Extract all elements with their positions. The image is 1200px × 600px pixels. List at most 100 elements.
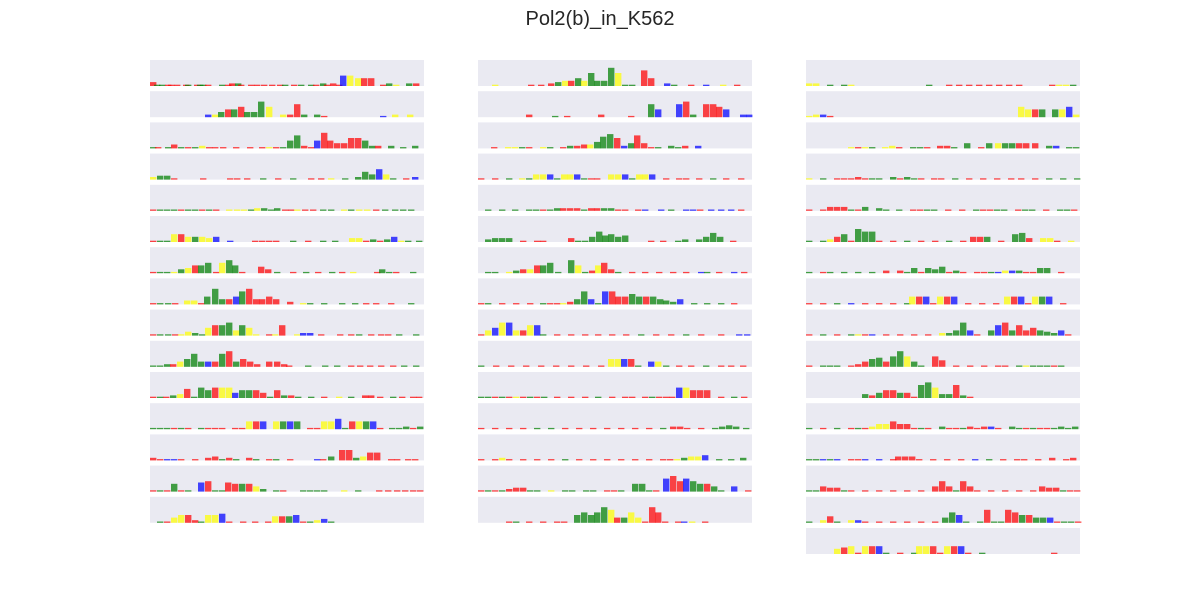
bar — [286, 516, 293, 523]
bar — [157, 459, 164, 461]
bar — [1025, 109, 1032, 118]
bar — [568, 365, 575, 367]
bar — [698, 427, 705, 430]
bar — [1058, 365, 1065, 367]
bar — [1070, 84, 1077, 86]
bar — [329, 271, 336, 274]
bar — [718, 303, 725, 305]
bar — [1032, 143, 1039, 149]
bar — [368, 334, 375, 336]
bar — [590, 459, 597, 461]
bar — [275, 178, 282, 180]
bar — [185, 331, 192, 336]
bar — [744, 334, 751, 336]
bar — [307, 521, 314, 523]
bar — [827, 271, 834, 274]
bar — [157, 365, 164, 367]
bar — [741, 396, 748, 398]
bar — [731, 271, 738, 274]
bar — [300, 333, 307, 336]
bar — [896, 209, 903, 211]
bar — [683, 271, 690, 274]
bar — [277, 84, 284, 86]
bar — [649, 507, 656, 523]
bar — [567, 145, 574, 149]
bar — [974, 490, 981, 492]
bar — [513, 303, 520, 305]
bar — [178, 490, 185, 492]
bar — [669, 396, 676, 398]
bar — [171, 427, 178, 430]
bar — [629, 178, 636, 180]
bar — [635, 365, 642, 367]
bar — [568, 334, 575, 336]
bar — [553, 365, 560, 367]
bar — [526, 209, 533, 211]
bar — [506, 521, 513, 523]
bar — [219, 427, 226, 430]
bar — [388, 145, 395, 149]
bar — [385, 490, 392, 492]
bar — [198, 482, 205, 492]
bar — [492, 490, 499, 492]
bar — [931, 209, 938, 211]
bar — [632, 459, 639, 461]
bar — [225, 84, 232, 86]
bar — [567, 301, 574, 305]
bar — [554, 521, 561, 523]
bar — [581, 144, 588, 149]
bar — [648, 104, 655, 118]
bar — [615, 73, 622, 86]
bar — [629, 396, 636, 398]
bar — [520, 427, 527, 430]
bar — [348, 365, 355, 367]
bar — [660, 459, 667, 461]
bar — [681, 521, 688, 523]
bar — [1019, 515, 1026, 523]
bar — [995, 427, 1002, 430]
bar — [848, 365, 855, 367]
bar — [608, 67, 615, 86]
bar — [363, 240, 370, 242]
bar — [305, 365, 312, 367]
bar — [1009, 143, 1016, 149]
bar — [402, 490, 409, 492]
bar — [834, 334, 841, 336]
bar — [287, 459, 294, 461]
bar — [226, 387, 233, 398]
bar — [642, 174, 649, 180]
bar — [294, 209, 301, 211]
bar — [834, 459, 841, 461]
bar — [883, 552, 890, 554]
bar — [164, 209, 171, 211]
bar — [260, 421, 267, 430]
bar — [373, 303, 380, 305]
bar — [820, 303, 827, 305]
bar — [820, 271, 827, 274]
bar — [581, 209, 588, 211]
bar — [923, 546, 930, 554]
bar — [527, 396, 534, 398]
bar — [363, 303, 370, 305]
bar — [1040, 238, 1047, 242]
bar — [703, 365, 710, 367]
bar — [704, 271, 711, 274]
bar — [368, 395, 375, 398]
bar — [668, 145, 675, 149]
bar — [519, 147, 526, 149]
bar — [554, 178, 561, 180]
bar — [703, 84, 710, 86]
bar — [653, 490, 660, 492]
bar — [280, 490, 287, 492]
bar — [834, 206, 841, 211]
bar — [1044, 365, 1051, 367]
bar — [614, 138, 621, 149]
bar — [876, 392, 883, 398]
panel-background — [806, 216, 1080, 242]
bar — [412, 177, 419, 180]
bar — [150, 457, 157, 461]
bar — [318, 178, 325, 180]
bar — [862, 303, 869, 305]
bar — [274, 271, 281, 274]
bar — [683, 101, 690, 118]
